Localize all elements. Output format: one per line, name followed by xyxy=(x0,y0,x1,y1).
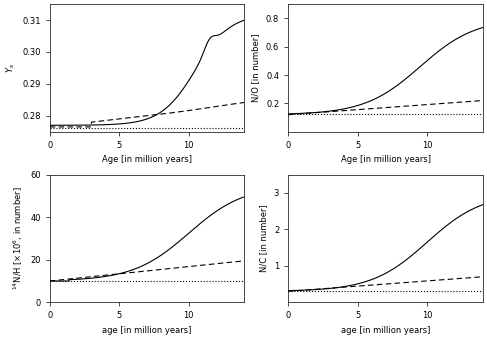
X-axis label: Age [in million years]: Age [in million years] xyxy=(102,155,192,164)
Y-axis label: N/O [in number]: N/O [in number] xyxy=(251,34,261,102)
Y-axis label: $Y_s$: $Y_s$ xyxy=(4,63,17,73)
Y-axis label: N/C [in number]: N/C [in number] xyxy=(259,205,268,272)
Y-axis label: $^{14}$N/H [$\times 10^6$, in number]: $^{14}$N/H [$\times 10^6$, in number] xyxy=(11,187,24,290)
X-axis label: Age [in million years]: Age [in million years] xyxy=(340,155,431,164)
X-axis label: age [in million years]: age [in million years] xyxy=(102,326,192,335)
X-axis label: age [in million years]: age [in million years] xyxy=(341,326,430,335)
